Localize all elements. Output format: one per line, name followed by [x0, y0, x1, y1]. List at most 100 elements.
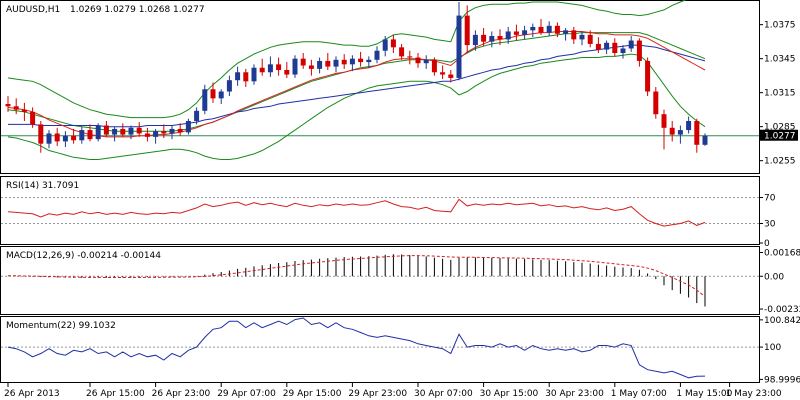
axis-tick-label: 100.8427: [764, 316, 800, 326]
candle-body: [522, 30, 528, 35]
candle-body: [604, 42, 610, 50]
candle-body: [382, 39, 388, 51]
candle-body: [440, 72, 446, 75]
candle-body: [677, 130, 683, 135]
candle-body: [587, 34, 593, 44]
candle-body: [185, 121, 191, 133]
axis-tick-label: 30: [764, 220, 776, 230]
candle-body: [620, 48, 626, 53]
candle-body: [136, 127, 142, 134]
time-tick-label: 26 Apr 23:00: [152, 389, 211, 399]
candle-body: [259, 67, 265, 73]
candle-body: [546, 25, 552, 33]
candle-body: [21, 109, 27, 112]
candle-body: [571, 30, 577, 40]
candle-body: [292, 58, 298, 75]
axis-tick-label: 1.0375: [764, 21, 796, 31]
candle-body: [194, 110, 200, 121]
rsi-path: [7, 198, 706, 227]
candle-body: [226, 80, 232, 92]
axis-tick-label: 1.0285: [764, 123, 796, 133]
candle-body: [374, 50, 380, 60]
candle-body: [456, 15, 462, 78]
last-price-tag: 1.0277: [760, 129, 798, 142]
sma-blue-path: [8, 44, 706, 128]
axis-tick-label: 0.00: [764, 272, 784, 282]
price-pane-frame: [0, 0, 760, 174]
candle-body: [276, 64, 282, 70]
macd-pane-frame: [0, 246, 760, 315]
candle-body: [579, 34, 585, 40]
candle-body: [702, 135, 708, 145]
momentum-pane-frame: [0, 316, 760, 383]
candle-body: [431, 59, 437, 73]
time-tick-label: 1 May 07:00: [611, 389, 667, 399]
candle-body: [563, 30, 569, 34]
candle-body: [349, 58, 355, 65]
moving-average-blue-line: [8, 44, 706, 128]
axis-tick-label: 100: [764, 343, 781, 353]
price-axis: 1.0375 1.0345 1.0315 1.0285 1.0255: [759, 21, 796, 167]
candle-body: [448, 74, 454, 78]
candle-body: [46, 133, 52, 144]
axis-tick-label: 0: [764, 239, 770, 249]
candle-body: [30, 111, 36, 125]
candle-body: [612, 42, 618, 53]
candle-body: [202, 89, 208, 111]
axis-tick-label: 0.00168: [764, 249, 800, 259]
macd-header: MACD(12,26,9) -0.00214 -0.00144: [6, 251, 161, 261]
candle-body: [169, 128, 175, 134]
candle-body: [177, 128, 183, 133]
bollinger-upper-path: [7, 0, 687, 119]
candle-body: [300, 58, 306, 66]
candle-body: [251, 67, 257, 82]
candle-body: [669, 127, 675, 135]
bollinger-upper-line: [7, 0, 687, 119]
rsi-pane-frame: [0, 176, 760, 245]
candle-body: [636, 40, 642, 61]
candle-body: [218, 91, 224, 99]
candle-body: [79, 130, 85, 141]
time-axis: 26 Apr 2013 26 Apr 15:00 26 Apr 23:00 29 Ap…: [4, 383, 782, 399]
candle-body: [112, 128, 118, 135]
candle-body: [54, 133, 60, 142]
momentum-line: [7, 317, 706, 379]
rsi-axis: 70 30 0: [759, 194, 776, 249]
rsi-level-lines: [1, 197, 759, 224]
candle-body: [505, 31, 511, 40]
candle-body: [645, 60, 651, 92]
candle-body: [243, 72, 249, 82]
candle-body: [333, 59, 339, 67]
time-tick-label: 30 Apr 15:00: [480, 389, 539, 399]
candle-body: [38, 124, 44, 144]
candle-body: [235, 72, 241, 81]
candle-body: [87, 130, 93, 140]
candle-body: [472, 34, 478, 46]
rsi-line: [7, 198, 706, 227]
candle-body: [284, 70, 290, 75]
candle-body: [95, 125, 101, 140]
axis-tick-label: 1.0255: [764, 157, 796, 167]
candle-body: [13, 106, 19, 110]
candle-body: [497, 36, 503, 40]
macd-signal-path: [8, 255, 706, 297]
candle-body: [686, 121, 692, 131]
time-tick-label: 29 Apr 23:00: [348, 389, 407, 399]
candle-body: [554, 25, 560, 34]
candle-body: [128, 127, 134, 135]
candle-body: [341, 59, 347, 65]
candle-body: [153, 131, 159, 137]
axis-tick-label: -0.00232: [764, 305, 800, 315]
candle-body: [267, 64, 273, 73]
axis-tick-label: 1.0345: [764, 55, 796, 65]
candle-body: [415, 57, 421, 64]
candle-body: [489, 36, 495, 42]
axis-tick-label: 70: [764, 194, 776, 204]
candle-body: [161, 131, 167, 134]
candle-body: [399, 47, 405, 57]
candle-body: [694, 121, 700, 145]
candle-body: [661, 114, 667, 128]
time-tick-label: 1 May 15:00: [676, 389, 732, 399]
candle-body: [538, 26, 544, 33]
candle-body: [325, 60, 331, 67]
